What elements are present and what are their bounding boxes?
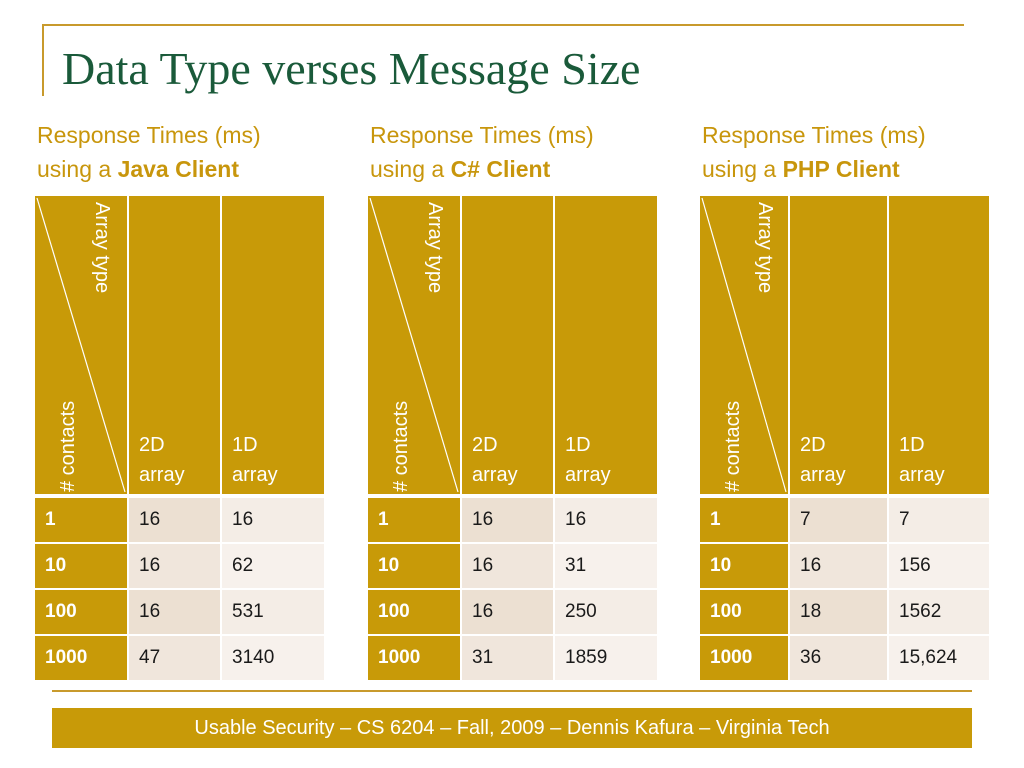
contacts-label: # contacts bbox=[57, 400, 79, 492]
contacts-cell: 1 bbox=[35, 498, 127, 542]
frame-top-line bbox=[42, 24, 964, 26]
value-2d-cell: 31 bbox=[462, 636, 553, 680]
caption-line2: using a Java Client bbox=[37, 152, 261, 186]
header-2d-line1: 2D bbox=[139, 434, 165, 456]
array-type-label: Array type bbox=[754, 202, 776, 294]
value-1d-cell: 1562 bbox=[889, 590, 989, 634]
value-2d-cell: 16 bbox=[790, 544, 887, 588]
footer-banner: Usable Security – CS 6204 – Fall, 2009 –… bbox=[52, 708, 972, 748]
diagonal-divider bbox=[36, 197, 126, 493]
caption-line1: Response Times (ms) bbox=[37, 122, 261, 148]
contacts-cell: 100 bbox=[35, 590, 127, 634]
header-1d-array: 1D array bbox=[222, 196, 324, 494]
contacts-cell: 1000 bbox=[700, 636, 788, 680]
header-2d-line2: array bbox=[800, 464, 846, 486]
value-1d-cell: 16 bbox=[222, 498, 324, 542]
value-1d-cell: 31 bbox=[555, 544, 657, 588]
header-1d-line2: array bbox=[232, 464, 278, 486]
header-1d-array: 1D array bbox=[889, 196, 989, 494]
value-1d-cell: 62 bbox=[222, 544, 324, 588]
contacts-cell: 10 bbox=[368, 544, 460, 588]
header-1d-line2: array bbox=[899, 464, 945, 486]
value-1d-cell: 16 bbox=[555, 498, 657, 542]
diagonal-divider bbox=[701, 197, 787, 493]
footer-rule bbox=[52, 690, 972, 692]
caption-client-name: Java Client bbox=[117, 156, 240, 182]
caption-client-name: C# Client bbox=[450, 156, 551, 182]
array-type-label: Array type bbox=[424, 202, 446, 294]
contacts-cell: 1 bbox=[700, 498, 788, 542]
header-2d-array: 2D array bbox=[462, 196, 553, 494]
frame-left-line bbox=[42, 24, 44, 96]
caption-prefix: using a bbox=[702, 156, 783, 182]
header-1d-line1: 1D bbox=[565, 434, 591, 456]
contacts-label: # contacts bbox=[390, 400, 412, 492]
caption-csharp: Response Times (ms) using a C# Client bbox=[370, 118, 594, 186]
value-1d-cell: 3140 bbox=[222, 636, 324, 680]
value-2d-cell: 16 bbox=[129, 498, 220, 542]
value-1d-cell: 250 bbox=[555, 590, 657, 634]
header-1d-array: 1D array bbox=[555, 196, 657, 494]
value-2d-cell: 16 bbox=[129, 544, 220, 588]
value-2d-cell: 7 bbox=[790, 498, 887, 542]
caption-line2: using a PHP Client bbox=[702, 152, 926, 186]
value-1d-cell: 1859 bbox=[555, 636, 657, 680]
caption-line1: Response Times (ms) bbox=[370, 122, 594, 148]
header-2d-line2: array bbox=[139, 464, 185, 486]
value-2d-cell: 16 bbox=[129, 590, 220, 634]
contacts-cell: 10 bbox=[35, 544, 127, 588]
value-2d-cell: 36 bbox=[790, 636, 887, 680]
header-2d-line2: array bbox=[472, 464, 518, 486]
caption-line1: Response Times (ms) bbox=[702, 122, 926, 148]
array-type-label: Array type bbox=[91, 202, 113, 294]
slide-title: Data Type verses Message Size bbox=[62, 43, 641, 94]
value-1d-cell: 531 bbox=[222, 590, 324, 634]
value-1d-cell: 15,624 bbox=[889, 636, 989, 680]
caption-php: Response Times (ms) using a PHP Client bbox=[702, 118, 926, 186]
contacts-cell: 1 bbox=[368, 498, 460, 542]
value-2d-cell: 16 bbox=[462, 590, 553, 634]
header-corner: Array type # contacts bbox=[700, 196, 788, 494]
header-2d-line1: 2D bbox=[800, 434, 826, 456]
header-1d-line1: 1D bbox=[899, 434, 925, 456]
header-corner: Array type # contacts bbox=[368, 196, 460, 494]
caption-prefix: using a bbox=[370, 156, 451, 182]
value-2d-cell: 18 bbox=[790, 590, 887, 634]
contacts-cell: 100 bbox=[368, 590, 460, 634]
contacts-cell: 1000 bbox=[35, 636, 127, 680]
contacts-cell: 100 bbox=[700, 590, 788, 634]
caption-client-name: PHP Client bbox=[782, 156, 900, 182]
contacts-cell: 10 bbox=[700, 544, 788, 588]
value-2d-cell: 16 bbox=[462, 544, 553, 588]
value-2d-cell: 47 bbox=[129, 636, 220, 680]
header-1d-line2: array bbox=[565, 464, 611, 486]
header-2d-array: 2D array bbox=[790, 196, 887, 494]
caption-line2: using a C# Client bbox=[370, 152, 594, 186]
caption-prefix: using a bbox=[37, 156, 118, 182]
contacts-cell: 1000 bbox=[368, 636, 460, 680]
header-corner: Array type # contacts bbox=[35, 196, 127, 494]
diagonal-divider bbox=[369, 197, 459, 493]
value-2d-cell: 16 bbox=[462, 498, 553, 542]
value-1d-cell: 7 bbox=[889, 498, 989, 542]
header-1d-line1: 1D bbox=[232, 434, 258, 456]
caption-java: Response Times (ms) using a Java Client bbox=[37, 118, 261, 186]
header-2d-line1: 2D bbox=[472, 434, 498, 456]
contacts-label: # contacts bbox=[722, 400, 744, 492]
value-1d-cell: 156 bbox=[889, 544, 989, 588]
header-2d-array: 2D array bbox=[129, 196, 220, 494]
